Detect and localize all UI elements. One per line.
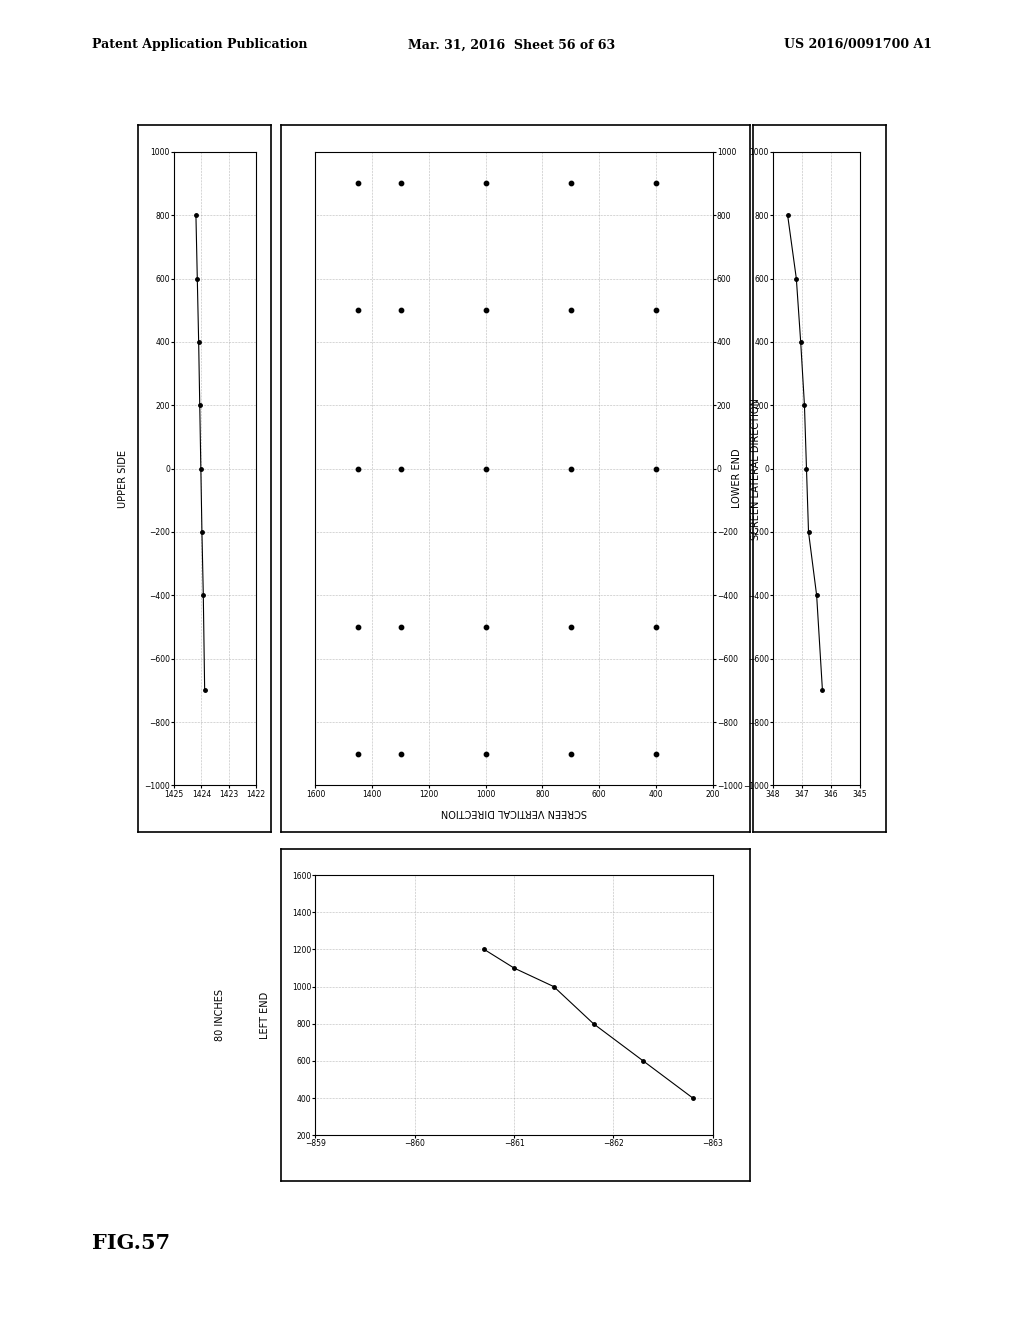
- Point: [477, 616, 494, 638]
- Point: [477, 173, 494, 194]
- Text: Patent Application Publication: Patent Application Publication: [92, 38, 307, 51]
- Point: [562, 173, 579, 194]
- Point: [477, 300, 494, 321]
- Text: LOWER END: LOWER END: [732, 449, 742, 508]
- Text: Mar. 31, 2016  Sheet 56 of 63: Mar. 31, 2016 Sheet 56 of 63: [409, 38, 615, 51]
- Point: [562, 300, 579, 321]
- Point: [477, 458, 494, 479]
- Point: [350, 743, 367, 764]
- Text: 80 INCHES: 80 INCHES: [215, 989, 225, 1041]
- Point: [392, 458, 409, 479]
- Point: [392, 300, 409, 321]
- Point: [648, 173, 665, 194]
- Point: [350, 616, 367, 638]
- Point: [562, 458, 579, 479]
- Point: [477, 743, 494, 764]
- Point: [562, 616, 579, 638]
- Point: [350, 458, 367, 479]
- Y-axis label: SCREEN LATERAL DIRECTION: SCREEN LATERAL DIRECTION: [751, 397, 761, 540]
- Text: LEFT END: LEFT END: [260, 991, 270, 1039]
- Point: [648, 616, 665, 638]
- Text: FIG.57: FIG.57: [92, 1233, 170, 1254]
- X-axis label: SCREEN VERTICAL DIRECTION: SCREEN VERTICAL DIRECTION: [441, 807, 587, 817]
- Point: [392, 616, 409, 638]
- Point: [350, 173, 367, 194]
- Point: [562, 743, 579, 764]
- Point: [350, 300, 367, 321]
- Point: [392, 743, 409, 764]
- Point: [648, 300, 665, 321]
- Text: UPPER SIDE: UPPER SIDE: [118, 450, 128, 507]
- Point: [648, 743, 665, 764]
- Point: [392, 173, 409, 194]
- Point: [648, 458, 665, 479]
- Text: US 2016/0091700 A1: US 2016/0091700 A1: [783, 38, 932, 51]
